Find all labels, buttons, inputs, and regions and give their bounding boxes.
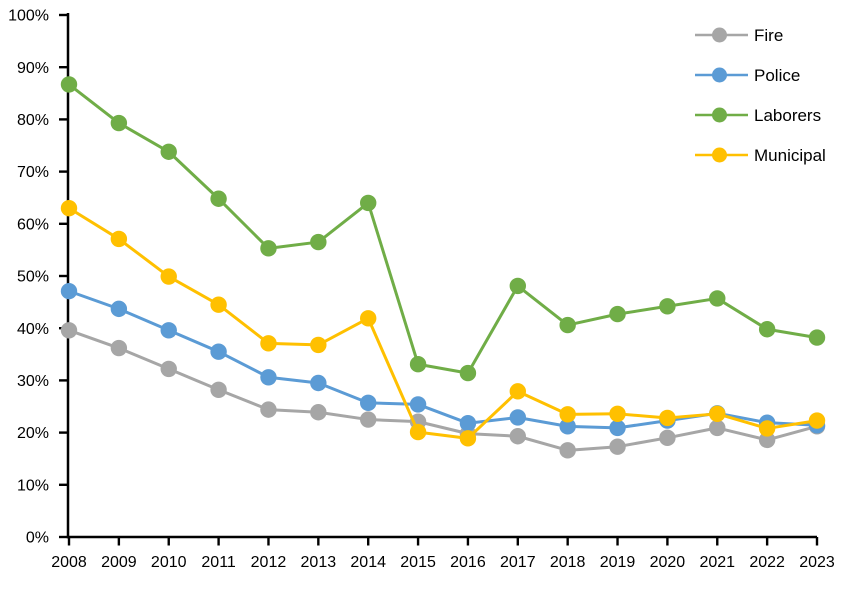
marker-fire-2008 — [60, 322, 78, 339]
marker-laborers-2022 — [758, 321, 776, 338]
legend-marker-icon-laborers — [712, 107, 727, 123]
marker-fire-2014 — [360, 411, 377, 428]
marker-municipal-2017 — [509, 383, 526, 400]
marker-police-2019 — [609, 419, 626, 437]
marker-municipal-2011 — [210, 296, 227, 313]
marker-fire-2009 — [110, 339, 128, 357]
legend-marker-icon-police — [712, 67, 727, 83]
legend-label-laborers: Laborers — [754, 106, 821, 125]
marker-municipal-2022 — [758, 420, 776, 437]
legend-marker-icon-municipal — [712, 147, 727, 163]
marker-police-2016 — [459, 415, 477, 432]
x-tick-label: 2010 — [151, 554, 187, 571]
marker-laborers-2010 — [160, 143, 177, 160]
y-tick-label: 10% — [17, 477, 49, 494]
y-tick-label: 60% — [17, 216, 49, 233]
legend-label-police: Police — [754, 66, 800, 85]
marker-fire-2019 — [609, 438, 626, 455]
marker-police-2008 — [60, 282, 78, 300]
marker-fire-2010 — [160, 360, 177, 378]
legend-marker-icon-fire — [712, 27, 727, 43]
marker-fire-2020 — [659, 429, 676, 447]
series-line-laborers — [67, 82, 819, 375]
marker-fire-2017 — [509, 428, 526, 445]
marker-municipal-2014 — [360, 310, 377, 327]
marker-police-2013 — [310, 374, 327, 392]
marker-municipal-2023 — [808, 412, 826, 429]
x-tick-label: 2019 — [600, 554, 636, 571]
marker-municipal-2013 — [310, 336, 327, 354]
marker-police-2009 — [110, 300, 128, 318]
marker-laborers-2012 — [260, 240, 277, 257]
marker-fire-2013 — [310, 404, 327, 421]
legend-label-municipal: Municipal — [754, 146, 826, 165]
marker-fire-2018 — [559, 442, 576, 459]
marker-laborers-2015 — [409, 356, 427, 373]
marker-municipal-2019 — [609, 405, 626, 423]
marker-laborers-2017 — [509, 277, 526, 295]
y-tick-label: 100% — [8, 8, 49, 25]
x-tick-label: 2021 — [699, 554, 735, 571]
marker-police-2017 — [509, 409, 526, 426]
marker-municipal-2021 — [709, 405, 726, 423]
y-tick-label: 90% — [17, 60, 49, 77]
marker-fire-2012 — [260, 401, 277, 418]
marker-municipal-2020 — [659, 409, 676, 427]
marker-laborers-2021 — [709, 290, 726, 307]
marker-municipal-2012 — [260, 335, 277, 352]
x-tick-label: 2015 — [400, 554, 436, 571]
y-tick-label: 70% — [17, 164, 49, 181]
marker-fire-2022 — [758, 431, 776, 449]
marker-municipal-2010 — [160, 268, 177, 285]
x-tick-label: 2012 — [251, 554, 287, 571]
marker-police-2014 — [360, 394, 377, 412]
y-tick-label: 50% — [17, 269, 49, 286]
marker-laborers-2009 — [110, 114, 128, 132]
marker-laborers-2008 — [60, 76, 78, 93]
marker-municipal-2009 — [110, 230, 128, 248]
marker-fire-2011 — [210, 381, 227, 398]
marker-laborers-2016 — [459, 364, 477, 382]
series-line-fire — [67, 328, 819, 452]
marker-laborers-2023 — [808, 329, 826, 346]
x-tick-label: 2023 — [799, 554, 835, 571]
x-tick-label: 2013 — [301, 554, 337, 571]
marker-fire-2021 — [709, 419, 726, 437]
x-tick-label: 2018 — [550, 554, 586, 571]
y-tick-label: 30% — [17, 373, 49, 390]
marker-police-2015 — [409, 396, 427, 413]
marker-police-2010 — [160, 322, 177, 339]
marker-laborers-2018 — [559, 316, 576, 334]
marker-laborers-2020 — [659, 298, 676, 315]
x-tick-label: 2014 — [350, 554, 386, 571]
marker-municipal-2015 — [409, 423, 427, 441]
y-tick-label: 40% — [17, 321, 49, 338]
y-tick-label: 0% — [26, 530, 49, 547]
y-tick-label: 20% — [17, 425, 49, 442]
marker-police-2011 — [210, 343, 227, 360]
x-tick-label: 2022 — [749, 554, 785, 571]
x-tick-label: 2017 — [500, 554, 536, 571]
marker-municipal-2016 — [459, 430, 477, 447]
marker-laborers-2014 — [360, 194, 377, 212]
x-tick-label: 2011 — [201, 554, 236, 571]
x-tick-label: 2009 — [101, 554, 137, 571]
marker-police-2012 — [260, 369, 277, 386]
x-tick-label: 2008 — [51, 554, 87, 571]
y-tick-label: 80% — [17, 112, 49, 129]
marker-laborers-2011 — [210, 190, 227, 207]
marker-municipal-2018 — [559, 406, 576, 423]
x-tick-label: 2016 — [450, 554, 486, 571]
legend-label-fire: Fire — [754, 26, 783, 45]
marker-laborers-2013 — [310, 233, 327, 251]
x-tick-label: 2020 — [650, 554, 686, 571]
marker-police-2018 — [559, 418, 576, 435]
marker-municipal-2008 — [60, 199, 78, 217]
marker-laborers-2019 — [609, 305, 626, 323]
series-line-municipal — [67, 206, 819, 440]
